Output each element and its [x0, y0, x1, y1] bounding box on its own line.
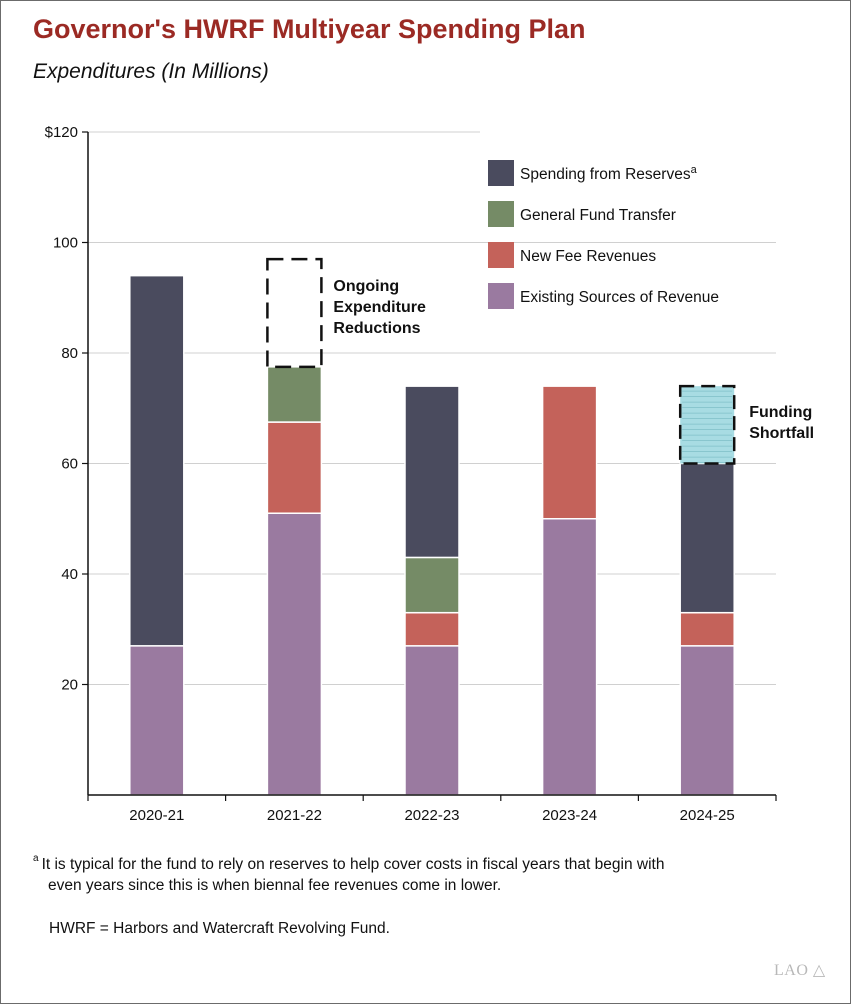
funding-shortfall-label: Shortfall: [749, 425, 814, 442]
legend-label: Existing Sources of Revenue: [520, 289, 719, 306]
legend-swatch: [488, 160, 514, 186]
capitol-icon: △: [808, 962, 826, 979]
ongoing-reductions-label: Expenditure: [333, 299, 426, 316]
bar-segment: [266, 512, 323, 796]
x-tick-label: 2020-21: [129, 807, 184, 824]
bar-segment: [404, 385, 460, 559]
stacked-bar-chart: Ongoing Expenditure Reductions Funding Short…: [45, 124, 814, 824]
bar-segment: [541, 385, 598, 520]
y-tick-label: $120: [45, 124, 78, 141]
bar-segment: [266, 366, 323, 423]
y-tick-label: 80: [61, 345, 78, 362]
footnote: a It is typical for the fund to rely on r…: [33, 850, 823, 896]
ongoing-reductions-label: Reductions: [333, 320, 420, 337]
bar-segment: [129, 274, 185, 647]
y-tick-label: 20: [61, 677, 78, 694]
chart-title: Governor's HWRF Multiyear Spending Plan: [33, 14, 586, 44]
funding-shortfall-box: [680, 386, 735, 464]
abbreviation-note: HWRF = Harbors and Watercraft Revolving …: [49, 920, 390, 937]
legend-label: New Fee Revenues: [520, 248, 656, 265]
bar-segment: [679, 462, 735, 614]
legend-swatch: [488, 283, 514, 309]
lao-logo: LAO △: [774, 960, 826, 980]
funding-shortfall-label: Funding: [749, 404, 812, 421]
legend-swatch: [488, 242, 514, 268]
bar-segment: [541, 518, 598, 796]
ongoing-reductions-label: Ongoing: [333, 278, 399, 295]
bar-segment: [404, 611, 460, 647]
bar-segment: [404, 645, 460, 796]
y-tick-label: 60: [61, 456, 78, 473]
ongoing-reductions-outline: [266, 257, 323, 369]
y-tick-label: 100: [53, 235, 78, 252]
chart-subtitle: Expenditures (In Millions): [33, 60, 269, 83]
y-tick-label: 40: [61, 566, 78, 583]
bar-segment: [404, 556, 460, 614]
x-tick-label: 2022-23: [404, 807, 459, 824]
legend-superscript: a: [691, 164, 698, 176]
footnote-line-1: It is typical for the fund to rely on re…: [41, 856, 665, 874]
bar-segment: [266, 421, 323, 514]
bar-segment: [129, 645, 185, 796]
bar-segment: [679, 645, 735, 796]
x-tick-label: 2024-25: [680, 807, 735, 824]
legend-label: Spending from Reservesa: [520, 164, 698, 183]
bar-segment: [679, 611, 735, 647]
legend-swatch: [488, 201, 514, 227]
x-tick-label: 2021-22: [267, 807, 322, 824]
x-tick-label: 2023-24: [542, 807, 597, 824]
funding-shortfall-outline: [678, 384, 736, 465]
legend-label: General Fund Transfer: [520, 207, 676, 224]
footnote-line-2: even years since this is when biennal fe…: [48, 877, 502, 895]
footnote-marker: a: [33, 853, 39, 864]
logo-text: LAO: [774, 962, 809, 979]
